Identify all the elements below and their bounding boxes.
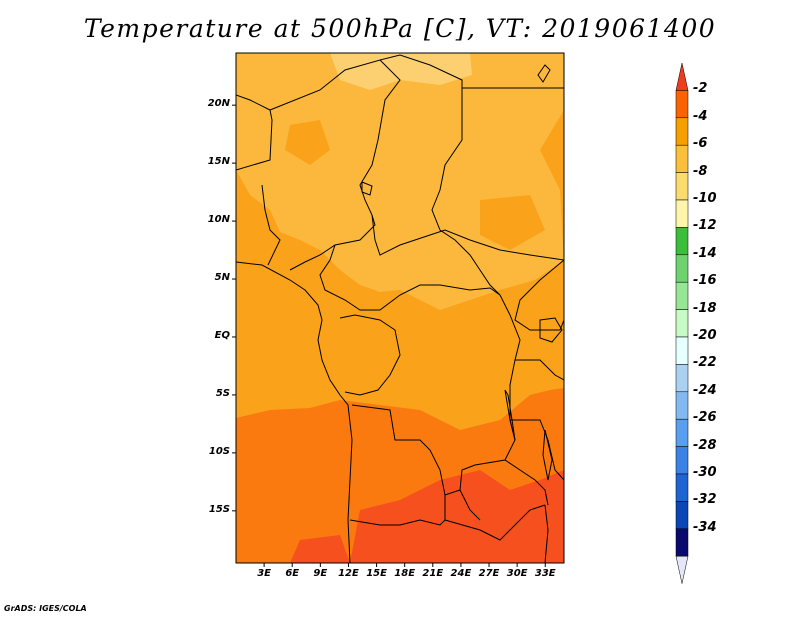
field-cool-region: [236, 53, 564, 310]
lake-chad: [361, 181, 373, 196]
colorbar-box: [675, 281, 689, 310]
temperature-field: [236, 53, 564, 563]
border-east: [514, 259, 564, 331]
axis-ticks: [232, 104, 546, 567]
field-spot: [285, 120, 330, 165]
colorbar-box: [675, 254, 689, 283]
colorbar-top-arrow: [675, 62, 689, 91]
map-frame: [235, 52, 565, 564]
colorbar-box: [675, 144, 689, 173]
lat-tick-label: 5N: [214, 272, 230, 284]
colorbar-label: -16: [693, 273, 717, 289]
colorbar-label: -6: [693, 136, 708, 152]
lat-tick-label: 15N: [207, 156, 230, 168]
lon-tick-label: 21E: [422, 568, 444, 579]
border-mozambique: [544, 504, 549, 563]
colorbar-label: -22: [693, 355, 717, 371]
lon-tick-label: 15E: [366, 568, 387, 579]
colorbar-box: [675, 473, 689, 502]
colorbar-box: [675, 501, 689, 530]
colorbar-box: [675, 309, 689, 338]
colorbar-box: [675, 364, 689, 393]
lon-tick-label: 24E: [450, 568, 472, 579]
colorbar-box: [675, 336, 689, 365]
grads-credit: GrADS: IGES/COLA: [4, 604, 87, 613]
colorbar-label: -10: [693, 191, 717, 206]
colorbar-label: -28: [693, 437, 717, 453]
colorbar-box: [675, 418, 689, 447]
lon-tick-label: 3E: [257, 568, 271, 579]
colorbar-label: -32: [693, 492, 717, 508]
border-mali-niger: [236, 94, 273, 171]
border-zambia-south: [459, 459, 549, 521]
lat-tick-label: 10N: [207, 214, 230, 226]
border-tanzania: [510, 359, 564, 481]
field-very-warm-core: [290, 535, 350, 563]
colorbar: [675, 62, 689, 584]
colorbar-label: -34: [693, 519, 717, 535]
colorbar-box: [675, 117, 689, 146]
lat-tick-label: 20N: [207, 98, 230, 110]
coastline-west: [236, 261, 353, 563]
colorbar-box: [675, 199, 689, 228]
lat-tick-label: 15S: [208, 503, 230, 515]
border-namibia: [349, 519, 446, 526]
colorbar-label: -26: [693, 410, 717, 426]
lat-tick-label: 10S: [208, 445, 230, 457]
border-niger-chad: [269, 59, 401, 271]
border-sudan-southsudan: [371, 214, 564, 261]
colorbar-box: [675, 446, 689, 475]
colorbar-label: -2: [693, 81, 708, 97]
colorbar-label: -12: [693, 218, 717, 234]
border-egypt-sudan: [461, 87, 564, 108]
colorbar-label: -14: [693, 245, 717, 261]
lon-tick-label: 12E: [338, 568, 359, 579]
colorbar-label: -20: [693, 328, 717, 343]
lon-tick-label: 33E: [534, 568, 556, 579]
colorbar-box: [675, 391, 689, 420]
field-spot: [480, 195, 545, 250]
colorbar-label: -8: [693, 163, 708, 179]
border-car: [319, 244, 501, 311]
colorbar-box: [675, 528, 689, 557]
border-congo-drc: [339, 314, 401, 396]
lon-tick-label: 30E: [506, 568, 528, 579]
colorbar-label: -18: [693, 300, 717, 316]
colorbar-label: -30: [693, 465, 717, 480]
colorbar-box: [675, 90, 689, 119]
lon-tick-label: 27E: [478, 568, 500, 579]
lake-victoria: [539, 317, 563, 343]
lon-tick-label: 6E: [285, 568, 300, 579]
field-coolest-region: [330, 53, 472, 90]
colorbar-bottom-arrow: [675, 555, 689, 584]
field-very-warm-core: [350, 470, 564, 563]
lake-tanganyika: [504, 389, 516, 441]
lat-tick-label: 5S: [215, 387, 230, 399]
border-chad-sudan: [379, 54, 501, 296]
sea-coast-ne: [537, 64, 551, 83]
lon-tick-label: 9E: [313, 568, 328, 579]
country-borders: [236, 54, 564, 563]
colorbar-box: [675, 227, 689, 256]
colorbar-label: -4: [693, 108, 708, 124]
lon-tick-label: 18E: [394, 568, 416, 579]
map-title: Temperature at 500hPa [C], VT: 201906140…: [83, 14, 717, 43]
colorbar-label: -24: [693, 382, 717, 398]
border-nigeria: [261, 184, 281, 266]
colorbar-box: [675, 172, 689, 201]
lat-tick-label: EQ: [214, 329, 230, 341]
lake-malawi: [542, 429, 553, 481]
